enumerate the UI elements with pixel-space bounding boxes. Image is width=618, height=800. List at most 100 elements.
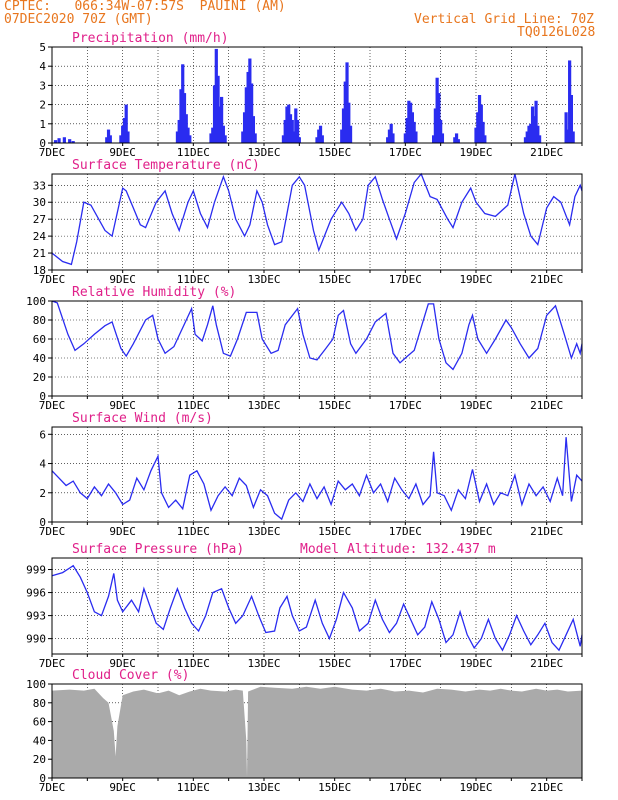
precip-bar [288, 114, 293, 143]
precip-bar [530, 106, 535, 143]
temp-frame [51, 173, 583, 271]
precip-xtick-label: 11DEC [177, 146, 210, 159]
precip-bar [571, 131, 575, 143]
precip-bar [345, 62, 349, 143]
precip-bar [536, 125, 540, 143]
wind-frame [51, 426, 583, 523]
precip-ytick-label: 1 [39, 118, 46, 131]
precip-bar [437, 93, 441, 143]
cloud-area [52, 686, 582, 778]
precip-bar [341, 108, 346, 143]
cloud-ytick-label: 40 [33, 734, 46, 747]
precip-bar [221, 125, 225, 143]
precip-bar [481, 121, 485, 143]
precip-ytick-label: 3 [39, 79, 46, 92]
temp-ytick-label: 21 [33, 247, 46, 260]
precip-bar [220, 96, 224, 143]
precip-bar [181, 64, 185, 143]
pres-xtick-label: 9DEC [109, 657, 136, 670]
precip-bar [566, 129, 570, 143]
precip-bar [119, 135, 123, 143]
precip-bar [105, 137, 109, 143]
precip-bar [292, 131, 296, 143]
rh-xtick-label: 15DEC [318, 399, 351, 412]
precip-bar [477, 95, 482, 143]
precip-bar [108, 135, 112, 143]
temp-ytick-label: 30 [33, 196, 46, 209]
precip-bar [412, 121, 416, 143]
precip-frame [51, 46, 583, 144]
wind-ytick-label: 2 [39, 487, 46, 500]
rh-xtick-label: 13DEC [247, 399, 280, 412]
wind-ytick-label: 0 [39, 516, 46, 529]
precip-bar [414, 131, 418, 143]
precip-bar [175, 131, 180, 143]
precip-ytick-label: 5 [39, 41, 46, 54]
cloud-xtick-label: 15DEC [318, 781, 351, 794]
pres-xtick-label: 15DEC [318, 657, 351, 670]
rh-xtick-label: 17DEC [389, 399, 422, 412]
precip-bar [483, 135, 487, 143]
rh-ytick-label: 20 [33, 371, 46, 384]
rh-ytick-label: 40 [33, 352, 46, 365]
rh-ytick-label: 100 [26, 295, 46, 308]
precip-xtick-label: 13DEC [247, 146, 280, 159]
precip-bar [223, 135, 227, 143]
precip-bar [318, 125, 323, 143]
precip-bar [177, 119, 181, 143]
precip-bar [320, 135, 324, 143]
precip-bar [474, 127, 478, 143]
precip-bar [405, 118, 409, 143]
precip-bar [317, 129, 321, 143]
precip-ytick-label: 0 [39, 137, 46, 150]
precip-bar [242, 112, 247, 143]
precip-bar [479, 104, 483, 143]
rh-xtick-label: 7DEC [39, 399, 66, 412]
precip-bar [403, 133, 407, 143]
pres-frame [51, 557, 583, 655]
precip-bar [407, 100, 411, 143]
wind-xtick-label: 17DEC [389, 525, 422, 538]
precip-bar [315, 137, 319, 143]
precip-bar [389, 123, 393, 143]
pres-ytick-label: 990 [26, 633, 46, 646]
pres-xtick-label: 7DEC [39, 657, 66, 670]
header-model-id: TQ0126L028 [517, 25, 596, 40]
cloud-ytick-label: 100 [26, 678, 46, 691]
precip-bar [343, 81, 347, 143]
precip-bar [534, 100, 538, 143]
rh-ytick-label: 0 [39, 390, 46, 403]
precip-bar [71, 141, 75, 143]
precip-bar [253, 133, 257, 143]
precip-bar [179, 89, 183, 143]
temp-xtick-label: 13DEC [247, 273, 280, 286]
pres-xtick-label: 17DEC [389, 657, 422, 670]
precip-bar [290, 119, 294, 143]
precip-bar [214, 48, 218, 143]
precip-bar [126, 131, 130, 143]
precip-bar [387, 129, 392, 143]
precip-bar [285, 106, 289, 143]
precip-xtick-label: 7DEC [39, 146, 66, 159]
precip-bar [124, 104, 128, 143]
precip-bar [218, 106, 222, 143]
precip-bar [57, 138, 61, 143]
cloud-frame [51, 683, 583, 779]
precip-bar [532, 116, 536, 143]
pres-xtick-label: 13DEC [247, 657, 280, 670]
precip-bar [212, 85, 217, 143]
precip-bar [432, 135, 436, 143]
rh-ytick-label: 80 [33, 314, 46, 327]
precip-bar [246, 71, 250, 143]
wind-xtick-label: 9DEC [109, 525, 136, 538]
precip-bar [456, 139, 460, 143]
cloud-xtick-label: 11DEC [177, 781, 210, 794]
pres-line [51, 564, 583, 652]
precip-bar [347, 102, 351, 143]
temp-ytick-label: 33 [33, 179, 46, 192]
precip-bar [251, 116, 255, 143]
temp-line [51, 172, 583, 266]
cloud-ytick-label: 60 [33, 716, 46, 729]
precip-xtick-label: 19DEC [459, 146, 492, 159]
precip-bar [188, 135, 192, 143]
